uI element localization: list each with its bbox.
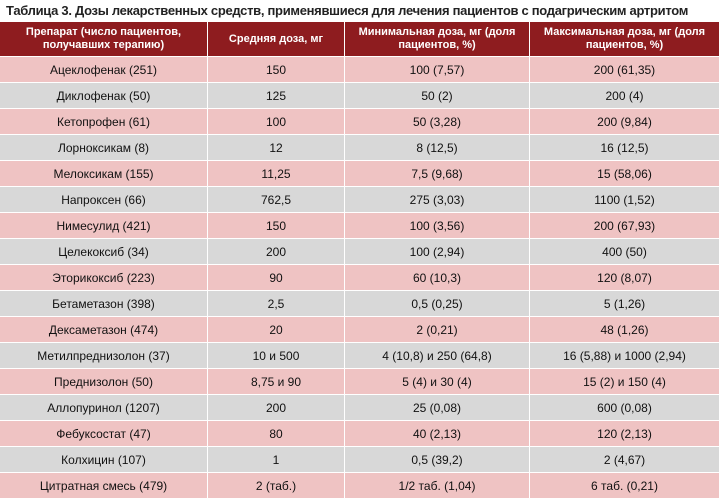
table-cell: 2 (0,21)	[345, 317, 530, 343]
table-cell: Нимесулид (421)	[0, 213, 208, 239]
table: Препарат (число пациентов, получавших те…	[0, 22, 720, 499]
table-cell: 25 (0,08)	[345, 395, 530, 421]
table-cell: 120 (2,13)	[530, 421, 720, 447]
table-cell: Целекоксиб (34)	[0, 239, 208, 265]
table-cell: Аллопуринол (1207)	[0, 395, 208, 421]
table-cell: 60 (10,3)	[345, 265, 530, 291]
table-cell: Эторикоксиб (223)	[0, 265, 208, 291]
table-cell: 0,5 (39,2)	[345, 447, 530, 473]
table-cell: 200 (9,84)	[530, 109, 720, 135]
table-cell: 5 (1,26)	[530, 291, 720, 317]
table-cell: 0,5 (0,25)	[345, 291, 530, 317]
header-cell: Средняя доза, мг	[208, 22, 345, 57]
header-cell: Минимальная доза, мг (доля пациентов, %)	[345, 22, 530, 57]
table-cell: 40 (2,13)	[345, 421, 530, 447]
table-cell: 200 (61,35)	[530, 57, 720, 83]
table-cell: Мелоксикам (155)	[0, 161, 208, 187]
table-cell: Преднизолон (50)	[0, 369, 208, 395]
table-cell: 16 (5,88) и 1000 (2,94)	[530, 343, 720, 369]
table-cell: 762,5	[208, 187, 345, 213]
table-cell: 200 (67,93)	[530, 213, 720, 239]
table-cell: 15 (2) и 150 (4)	[530, 369, 720, 395]
table-cell: Метилпреднизолон (37)	[0, 343, 208, 369]
table-cell: Диклофенак (50)	[0, 83, 208, 109]
table-cell: 12	[208, 135, 345, 161]
table-cell: 50 (2)	[345, 83, 530, 109]
table-cell: 1	[208, 447, 345, 473]
table-cell: 80	[208, 421, 345, 447]
table-cell: 150	[208, 57, 345, 83]
table-cell: Напроксен (66)	[0, 187, 208, 213]
table-cell: 600 (0,08)	[530, 395, 720, 421]
table-cell: 7,5 (9,68)	[345, 161, 530, 187]
table-cell: 2,5	[208, 291, 345, 317]
table-cell: 200	[208, 395, 345, 421]
table-cell: 200	[208, 239, 345, 265]
table-cell: 4 (10,8) и 250 (64,8)	[345, 343, 530, 369]
table-cell: Фебуксостат (47)	[0, 421, 208, 447]
table-cell: Цитратная смесь (479)	[0, 473, 208, 499]
table-cell: 90	[208, 265, 345, 291]
table-cell: 100	[208, 109, 345, 135]
table-cell: 1/2 таб. (1,04)	[345, 473, 530, 499]
table-cell: 5 (4) и 30 (4)	[345, 369, 530, 395]
table-cell: 150	[208, 213, 345, 239]
table-cell: Лорноксикам (8)	[0, 135, 208, 161]
table-cell: 48 (1,26)	[530, 317, 720, 343]
table-cell: Дексаметазон (474)	[0, 317, 208, 343]
table-cell: 400 (50)	[530, 239, 720, 265]
table-cell: 120 (8,07)	[530, 265, 720, 291]
table-cell: Ацеклофенак (251)	[0, 57, 208, 83]
table-cell: 8 (12,5)	[345, 135, 530, 161]
table-cell: 20	[208, 317, 345, 343]
table-title: Таблица 3. Дозы лекарственных средств, п…	[6, 3, 689, 18]
table-cell: Бетаметазон (398)	[0, 291, 208, 317]
table-cell: 6 таб. (0,21)	[530, 473, 720, 499]
table-cell: 125	[208, 83, 345, 109]
table-cell: 2 (таб.)	[208, 473, 345, 499]
table-cell: 100 (7,57)	[345, 57, 530, 83]
table-cell: 100 (3,56)	[345, 213, 530, 239]
table-cell: 50 (3,28)	[345, 109, 530, 135]
table-cell: 11,25	[208, 161, 345, 187]
header-cell: Максимальная доза, мг (доля пациентов, %…	[530, 22, 720, 57]
table-cell: Кетопрофен (61)	[0, 109, 208, 135]
table-cell: 16 (12,5)	[530, 135, 720, 161]
table-cell: Колхицин (107)	[0, 447, 208, 473]
table-cell: 200 (4)	[530, 83, 720, 109]
header-cell: Препарат (число пациентов, получавших те…	[0, 22, 208, 57]
table-cell: 100 (2,94)	[345, 239, 530, 265]
table-cell: 10 и 500	[208, 343, 345, 369]
table-cell: 8,75 и 90	[208, 369, 345, 395]
table-cell: 1100 (1,52)	[530, 187, 720, 213]
table-cell: 15 (58,06)	[530, 161, 720, 187]
table-cell: 2 (4,67)	[530, 447, 720, 473]
table-cell: 275 (3,03)	[345, 187, 530, 213]
